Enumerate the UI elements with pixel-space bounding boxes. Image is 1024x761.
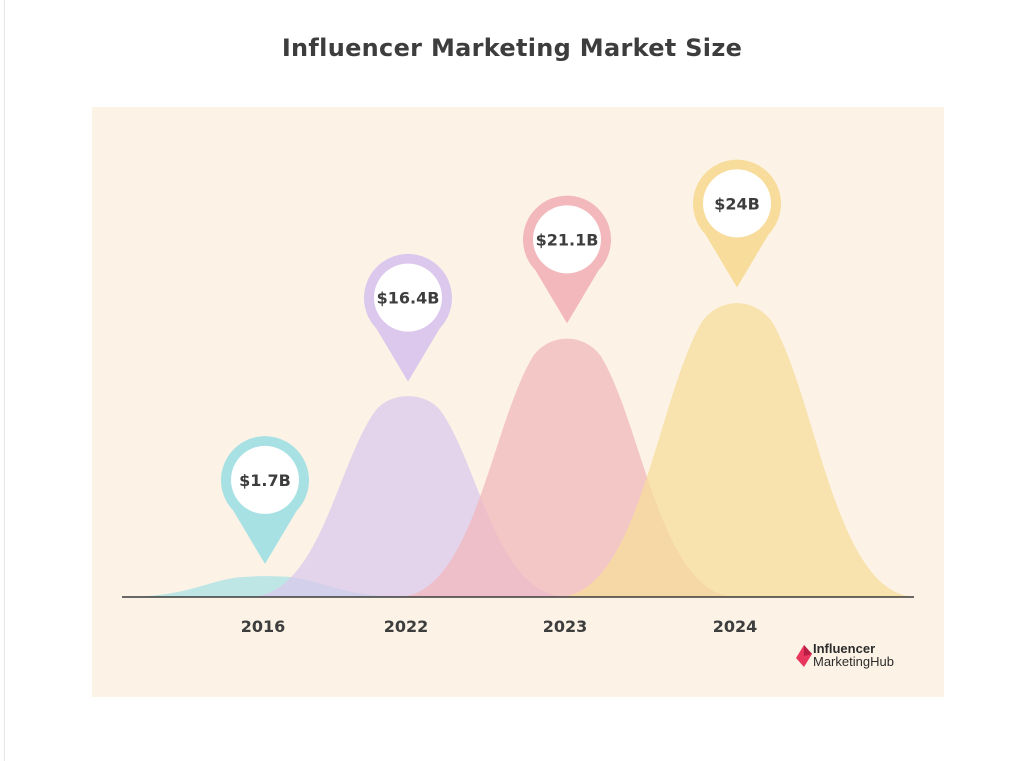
x-tick-label-2024: 2024 — [713, 617, 758, 636]
logo-line2: MarketingHub — [813, 654, 894, 669]
x-tick-label-2022: 2022 — [384, 617, 429, 636]
influencer-marketing-hub-logo: Influencer MarketingHub — [796, 641, 926, 671]
chart-title: Influencer Marketing Market Size — [281, 34, 743, 62]
pin-inner-circle — [703, 169, 771, 238]
peaks-layer — [120, 303, 917, 597]
pins-layer: $1.7B $16.4B $21.1B $24B — [221, 159, 781, 564]
data-label-2024: $24B — [714, 194, 760, 213]
data-label-2016: $1.7B — [239, 471, 291, 490]
x-tick-label-2016: 2016 — [241, 617, 286, 636]
x-tick-label-2023: 2023 — [543, 617, 588, 636]
data-label-2022: $16.4B — [377, 289, 440, 308]
page-edge-line — [4, 0, 5, 761]
area-peak-2024 — [557, 303, 917, 597]
logo-mark-icon — [796, 645, 812, 667]
pin-inner-circle — [231, 445, 299, 514]
logo-line1: Influencer — [813, 641, 876, 656]
pin-inner-circle — [374, 263, 442, 332]
x-axis-labels: 2016 2022 2023 2024 — [241, 617, 758, 636]
pin-inner-circle — [533, 205, 601, 274]
data-label-2023: $21.1B — [536, 230, 599, 249]
